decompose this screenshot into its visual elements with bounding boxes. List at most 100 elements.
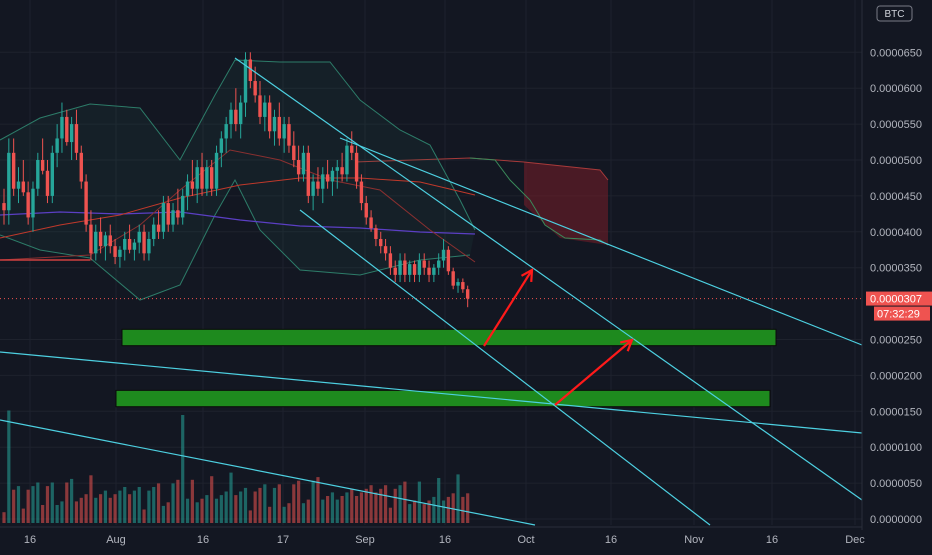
volume-bar: [422, 504, 426, 523]
candle: [156, 210, 161, 239]
currency-badge: BTC: [876, 5, 913, 22]
volume-bar: [214, 498, 219, 523]
volume-bar: [316, 477, 320, 523]
projection-arrows: [483, 268, 634, 406]
candle-body: [137, 231, 141, 243]
candle: [437, 253, 441, 275]
candle-body: [398, 260, 402, 275]
candle-body: [190, 181, 195, 189]
candle-body: [292, 145, 296, 160]
volume-bar: [321, 499, 325, 523]
candle: [282, 116, 286, 153]
candle-body: [272, 116, 277, 132]
volume-bar: [282, 506, 286, 523]
ichimoku-cloud: [354, 157, 609, 246]
volume-bar: [335, 499, 339, 523]
candle: [345, 138, 349, 182]
candle-body: [127, 238, 132, 250]
candle-body: [364, 203, 368, 218]
candle: [451, 267, 455, 290]
arrow-shaft: [554, 339, 633, 406]
candle: [55, 124, 59, 168]
candle: [195, 160, 199, 204]
candles: [2, 52, 470, 308]
volume-bar: [287, 503, 291, 523]
candle: [84, 174, 88, 232]
volume-bar: [181, 415, 185, 523]
candle-body: [40, 160, 45, 171]
candle-body: [417, 260, 422, 275]
candle: [388, 246, 393, 275]
currency-badge-box: [876, 5, 913, 22]
volume-bar: [340, 496, 344, 523]
candle: [69, 116, 74, 160]
candle-body: [408, 264, 412, 275]
candle-body: [282, 124, 286, 139]
candle: [219, 131, 224, 168]
price-tick-label: 0.0000250: [870, 335, 922, 347]
ma-long: [0, 211, 476, 235]
candle-body: [89, 224, 93, 254]
candle: [350, 131, 354, 160]
volume-bar: [210, 476, 214, 523]
volume-bar: [437, 478, 441, 523]
volume-bar: [152, 487, 156, 523]
candle-body: [311, 181, 315, 196]
volume-bar: [248, 510, 252, 523]
volume-bar: [99, 494, 103, 523]
cloud-fill: [524, 162, 608, 245]
volume-bar: [166, 502, 170, 523]
candle-body: [45, 170, 50, 196]
candle: [74, 109, 79, 160]
candle-body: [461, 282, 465, 290]
volume-bar: [258, 487, 262, 523]
candle-body: [152, 224, 156, 239]
candle-body: [147, 238, 151, 254]
price-tick-label: 0.0000500: [870, 155, 922, 167]
candle: [224, 116, 228, 153]
candle-body: [224, 124, 228, 139]
candle-body: [55, 138, 59, 153]
candle: [417, 253, 422, 283]
trendline: [0, 419, 536, 526]
volume-bar: [12, 489, 16, 523]
candle-body: [248, 59, 253, 82]
candle: [398, 253, 402, 283]
volume-bar: [446, 496, 450, 523]
time-tick-label: 16: [24, 534, 36, 546]
volume-bar: [451, 493, 455, 523]
candle: [16, 167, 21, 204]
volume-bar: [55, 505, 59, 523]
volume-bar: [89, 475, 93, 523]
candle-body: [267, 102, 272, 132]
candle: [330, 167, 335, 196]
candle-body: [388, 253, 393, 268]
candle: [359, 174, 364, 211]
candle: [161, 195, 166, 239]
volume-bar: [94, 497, 98, 523]
volume-bar: [16, 486, 21, 523]
senkou-b-line: [469, 157, 609, 246]
candle: [132, 238, 137, 261]
volume-bar: [243, 487, 248, 523]
last-price-badge: 0.0000307 07:32:29: [866, 291, 932, 321]
candle: [243, 52, 248, 117]
volume-bar: [176, 479, 180, 523]
volume-bar: [364, 488, 368, 523]
candle-body: [84, 181, 88, 225]
candle: [234, 88, 238, 132]
volume-bar: [388, 507, 392, 523]
candle: [248, 52, 253, 89]
volume-bar: [374, 492, 378, 523]
volume-bar: [466, 493, 470, 523]
candle-body: [79, 152, 83, 182]
candle-body: [379, 238, 383, 247]
volume-bar: [306, 499, 310, 523]
candle: [31, 181, 35, 232]
volume-bar: [21, 508, 25, 523]
candle: [108, 224, 112, 254]
candle: [60, 102, 64, 153]
candle-body: [437, 260, 441, 268]
